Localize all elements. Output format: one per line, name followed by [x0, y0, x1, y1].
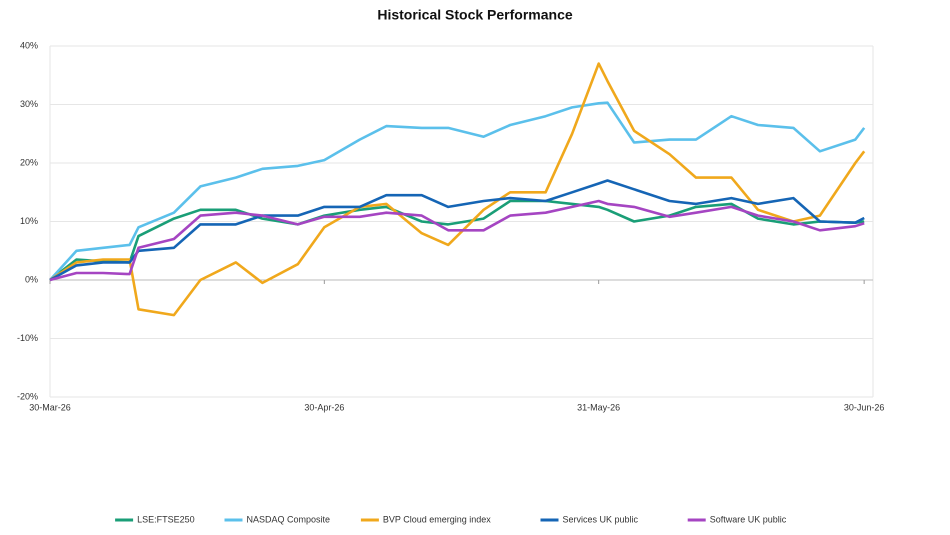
x-tick-label: 30-Apr-26 — [304, 402, 344, 412]
y-tick-label: 10% — [20, 216, 38, 226]
legend-label: Software UK public — [710, 514, 787, 524]
legend-label: Services UK public — [563, 514, 639, 524]
legend-label: NASDAQ Composite — [247, 514, 331, 524]
series-line — [49, 62, 866, 317]
series-line — [49, 101, 866, 281]
y-tick-label: -20% — [17, 391, 38, 401]
x-tick-label: 31-May-26 — [577, 402, 620, 412]
x-tick-label: 30-Mar-26 — [29, 402, 71, 412]
legend-label: BVP Cloud emerging index — [383, 514, 491, 524]
y-tick-label: -10% — [17, 333, 38, 343]
series-line — [49, 179, 865, 282]
chart-title: Historical Stock Performance — [377, 7, 573, 23]
y-tick-label: 0% — [25, 274, 38, 284]
series-line — [49, 199, 865, 282]
y-tick-label: 30% — [20, 99, 38, 109]
series-line — [49, 199, 865, 282]
legend-label: LSE:FTSE250 — [137, 514, 195, 524]
x-tick-label: 30-Jun-26 — [844, 402, 885, 412]
y-tick-label: 20% — [20, 157, 38, 167]
y-tick-label: 40% — [20, 40, 38, 50]
